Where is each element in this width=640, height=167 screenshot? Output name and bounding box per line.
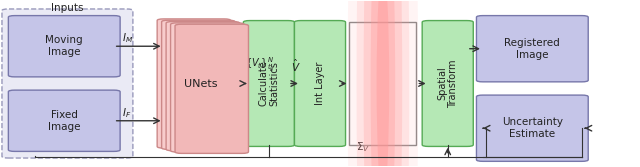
- FancyBboxPatch shape: [157, 19, 230, 148]
- Text: $\Sigma_V$: $\Sigma_V$: [356, 140, 370, 154]
- Ellipse shape: [356, 0, 409, 167]
- FancyBboxPatch shape: [243, 21, 294, 146]
- FancyBboxPatch shape: [8, 90, 120, 151]
- Text: Registered
Image: Registered Image: [504, 38, 560, 59]
- Ellipse shape: [348, 0, 418, 167]
- Text: $I_F$: $I_F$: [122, 106, 131, 120]
- Text: Uncertainty
Estimate: Uncertainty Estimate: [502, 117, 563, 139]
- FancyBboxPatch shape: [476, 95, 588, 161]
- FancyBboxPatch shape: [294, 21, 346, 146]
- Text: Spatial
Transform: Spatial Transform: [437, 59, 458, 108]
- Bar: [349, 22, 417, 145]
- Text: Fixed
Image: Fixed Image: [48, 110, 81, 132]
- FancyBboxPatch shape: [2, 9, 133, 158]
- FancyBboxPatch shape: [171, 23, 244, 152]
- FancyBboxPatch shape: [162, 20, 235, 149]
- Text: Inputs: Inputs: [51, 3, 84, 13]
- FancyBboxPatch shape: [422, 21, 473, 146]
- Ellipse shape: [364, 0, 402, 167]
- Ellipse shape: [371, 0, 395, 167]
- Text: $\{V_t\}^N_{t_b}$: $\{V_t\}^N_{t_b}$: [245, 55, 275, 73]
- Text: $I_M$: $I_M$: [122, 32, 133, 45]
- Text: Moving
Image: Moving Image: [45, 35, 83, 57]
- Text: Calculate
Statistics: Calculate Statistics: [258, 61, 280, 106]
- Text: $\hat{V}$: $\hat{V}$: [291, 57, 301, 73]
- Ellipse shape: [376, 0, 389, 167]
- FancyBboxPatch shape: [175, 24, 248, 153]
- FancyBboxPatch shape: [166, 22, 239, 151]
- Text: UNets: UNets: [184, 79, 218, 89]
- Text: Int Layer: Int Layer: [315, 62, 325, 105]
- FancyBboxPatch shape: [8, 16, 120, 77]
- FancyBboxPatch shape: [476, 16, 588, 82]
